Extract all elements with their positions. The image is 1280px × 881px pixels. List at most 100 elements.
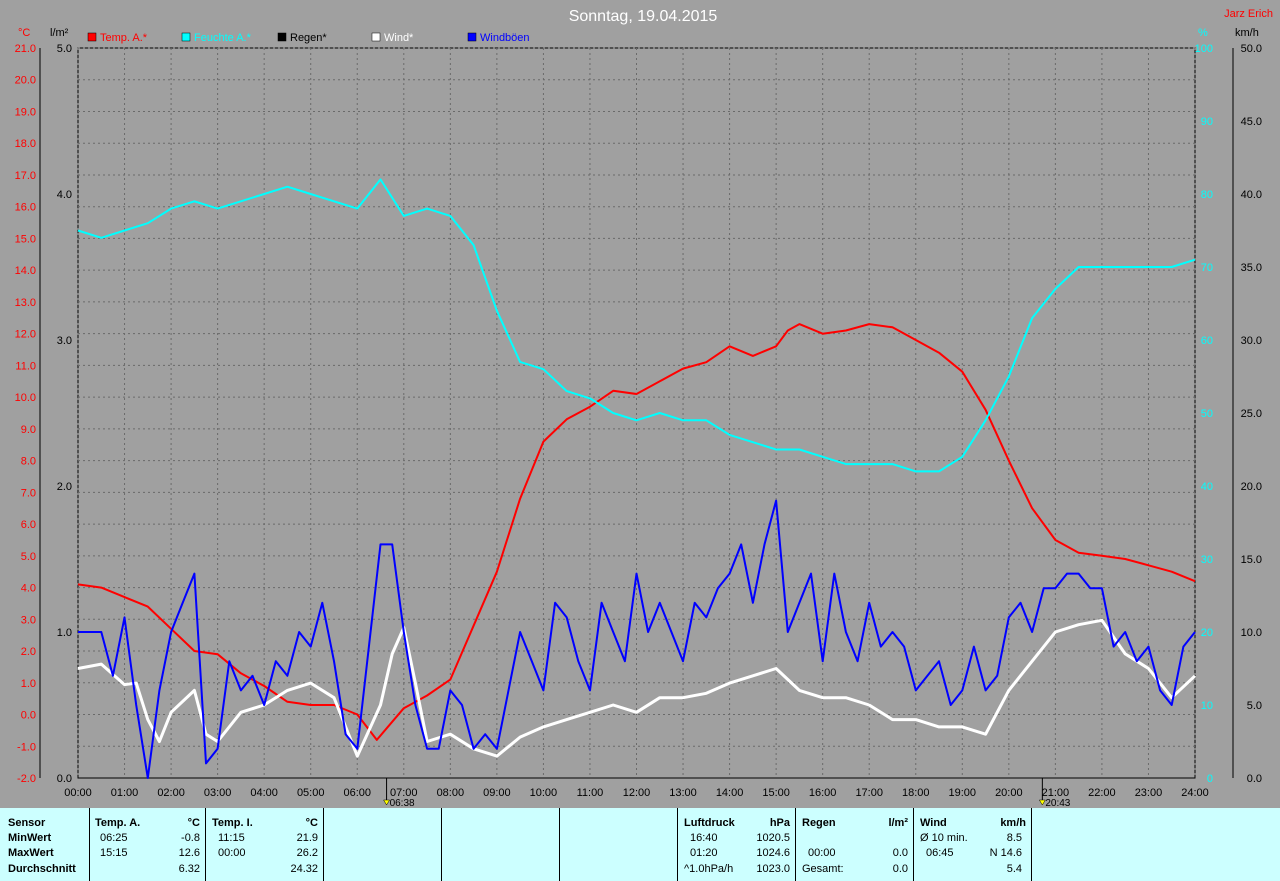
temp-tick-label: 17.0 [15,170,36,182]
x-tick-label: 21:00 [1042,787,1070,799]
pressure-max-val: 1024.6 [756,847,790,859]
legend-swatch [467,32,477,42]
grid [77,47,1196,779]
x-tick-label: 05:00 [297,787,325,799]
wind-tick-label: 15.0 [1241,554,1262,566]
temp-tick-label: 10.0 [15,392,36,404]
temp-a-min-val: -0.8 [181,832,200,844]
x-tick-label: 07:00 [390,787,418,799]
x-tick-label: 19:00 [949,787,977,799]
humidity-tick-label: 60 [1201,335,1213,347]
wind-tick-label: 30.0 [1241,335,1262,347]
temp-tick-label: 12.0 [15,329,36,341]
wind-unit: km/h [1000,817,1026,829]
legend-swatch [371,32,381,42]
wind-title: Wind [920,817,947,829]
x-tick-label: 00:00 [64,787,92,799]
x-tick-label: 24:00 [1181,787,1209,799]
pressure-min-val: 1020.5 [756,832,790,844]
row-label-max: MaxWert [8,847,54,859]
temp-tick-label: 5.0 [21,551,36,563]
pressure-max-time: 01:20 [690,847,718,859]
rain-tick-label: 1.0 [57,627,72,639]
legend-label: Wind* [384,32,414,44]
x-tick-label: 22:00 [1088,787,1116,799]
temp-tick-label: 1.0 [21,678,36,690]
humidity-tick-label: 90 [1201,116,1213,128]
temp-tick-label: 2.0 [21,646,36,658]
x-tick-label: 09:00 [483,787,511,799]
weather-chart: 00:00 01:00 02:00 03:00 04:00 05:00 06:00 07:00… [15,8,1273,808]
humidity-tick-label: 20 [1201,627,1213,639]
wind-daily-avg: 5.4 [1006,863,1022,875]
legend-swatch [277,32,287,42]
wind-tick-label: 45.0 [1241,116,1262,128]
temp-tick-label: 21.0 [15,43,36,55]
temp-tick-label: -1.0 [17,741,36,753]
marker-label: 20:43 [1045,798,1070,808]
x-tick-label: 10:00 [530,787,558,799]
legend-swatch [181,32,191,42]
wind-avg-val: 8.5 [1006,832,1022,844]
wind-tick-label: 40.0 [1241,189,1262,201]
x-tick-label: 14:00 [716,787,744,799]
series-line [77,618,1197,758]
x-tick-label: 16:00 [809,787,837,799]
temp-a-min-time: 06:25 [100,832,128,844]
x-tick-label: 15:00 [762,787,790,799]
series-line [77,178,1196,473]
x-tick-label: 01:00 [111,787,139,799]
temp-tick-label: -2.0 [17,773,36,785]
rain-max-val: 0.0 [892,847,908,859]
pressure-trend-val: 1023.0 [756,863,790,875]
pressure-title: Luftdruck [684,817,735,829]
wind-max-val: N 14.6 [989,847,1022,859]
wind-tick-label: 50.0 [1241,43,1262,55]
temp-i-min-val: 21.9 [296,832,318,844]
temp-a-title: Temp. A. [95,817,141,829]
temp-i-max-time: 00:00 [218,847,246,859]
x-tick-label: 03:00 [204,787,232,799]
temp-tick-label: 7.0 [21,487,36,499]
rain-unit: l/m² [888,817,908,829]
temp-tick-label: 4.0 [21,583,36,595]
x-tick-label: 12:00 [623,787,651,799]
temp-tick-label: 9.0 [21,424,36,436]
rain-total-label: Gesamt: [802,863,844,875]
wind-tick-label: 25.0 [1241,408,1262,420]
humidity-tick-label: 80 [1201,189,1213,201]
humidity-tick-label: 40 [1201,481,1213,493]
humidity-tick-label: 70 [1201,262,1213,274]
x-tick-label: 02:00 [157,787,185,799]
rain-max-time: 00:00 [808,847,836,859]
x-tick-label: 17:00 [855,787,883,799]
x-tick-label: 20:00 [995,787,1023,799]
temp-a-max-time: 15:15 [100,847,128,859]
wind-avg-label: Ø 10 min. [920,832,968,844]
legend-label: Windböen [480,32,530,44]
temp-i-unit: °C [305,817,318,829]
chart-title: Sonntag, 19.04.2015 [569,8,718,25]
x-tick-label: 23:00 [1135,787,1163,799]
row-label-sensor: Sensor [8,817,46,829]
sunset-icon [1038,799,1046,806]
axis-labels: 00:00 01:00 02:00 03:00 04:00 05:00 06:00 07:00… [15,27,1262,808]
pressure-min-time: 16:40 [690,832,718,844]
temp-tick-label: 16.0 [15,202,36,214]
temp-i-max-val: 26.2 [296,847,318,859]
rain-unit-label: l/m² [50,27,69,39]
legend-label: Feuchte A.* [194,32,252,44]
temp-tick-label: 6.0 [21,519,36,531]
rain-title: Regen [802,817,836,829]
humidity-tick-label: 10 [1201,700,1213,712]
rain-total-val: 0.0 [892,863,908,875]
wind-tick-label: 35.0 [1241,262,1262,274]
wind-tick-label: 10.0 [1241,627,1262,639]
temp-unit-label: °C [18,27,30,39]
x-tick-label: 04:00 [250,787,278,799]
humidity-tick-label: 30 [1201,554,1213,566]
rain-tick-label: 3.0 [57,335,72,347]
legend-swatch [87,32,97,42]
temp-i-title: Temp. I. [212,817,253,829]
temp-a-avg: 6.32 [178,863,200,875]
